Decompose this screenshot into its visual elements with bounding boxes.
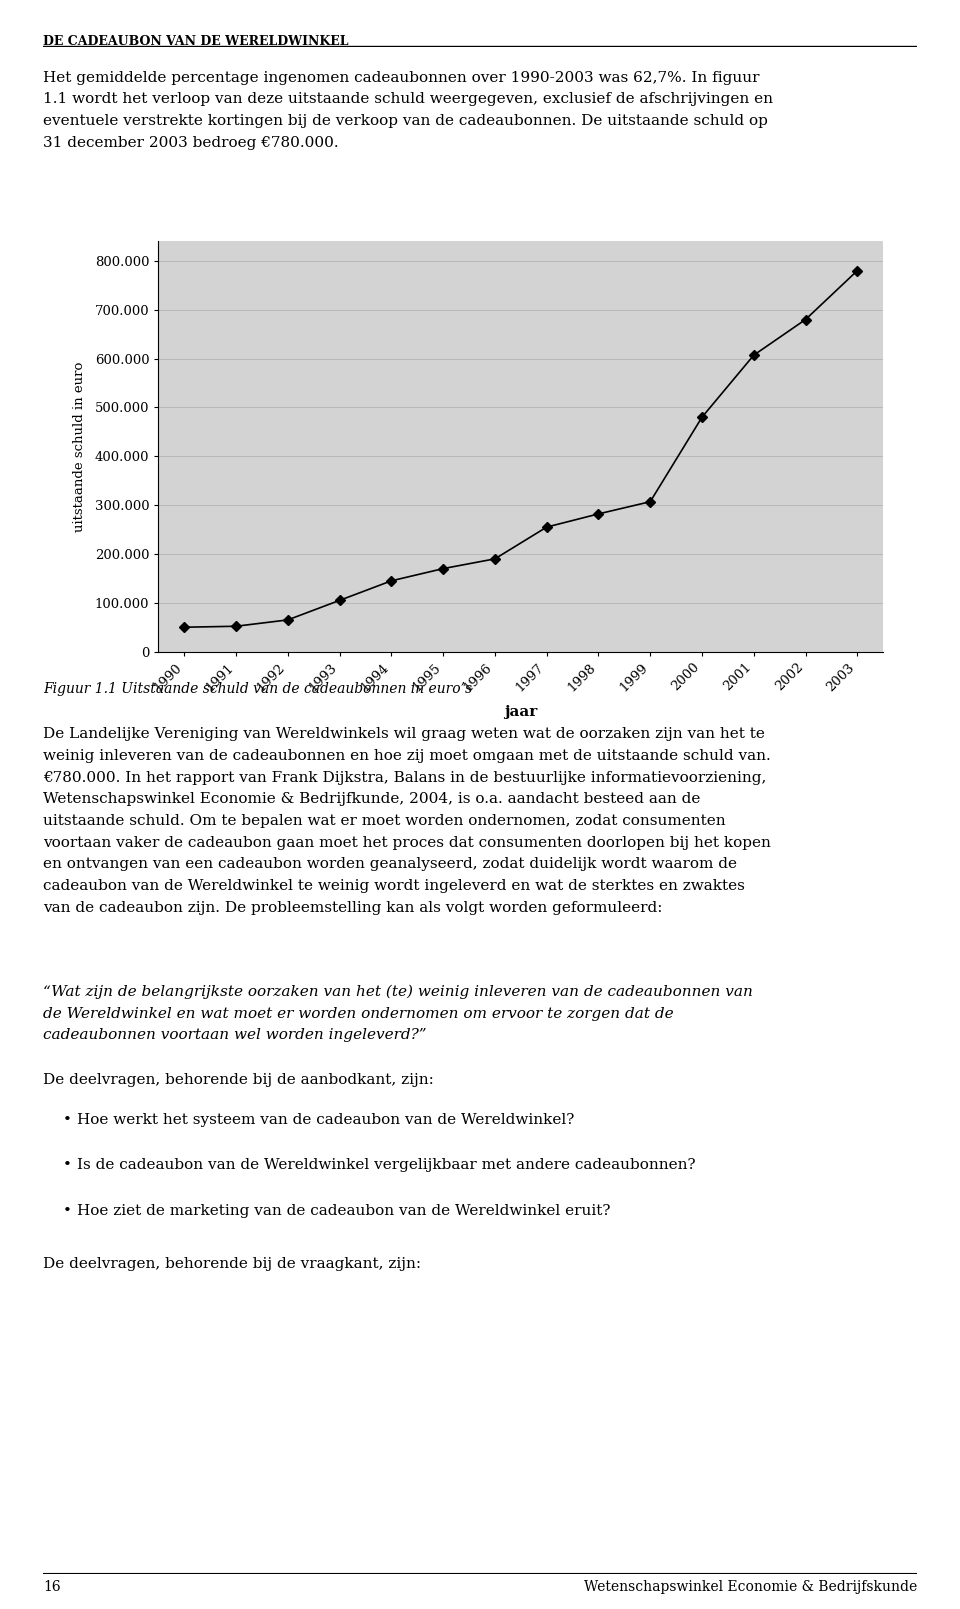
Text: •: • [62, 1158, 71, 1173]
Text: DE CADEAUBON VAN DE WERELDWINKEL: DE CADEAUBON VAN DE WERELDWINKEL [43, 35, 348, 48]
Text: “Wat zijn de belangrijkste oorzaken van het (te) weinig inleveren van de cadeaub: “Wat zijn de belangrijkste oorzaken van … [43, 985, 753, 1043]
Text: De deelvragen, behorende bij de vraagkant, zijn:: De deelvragen, behorende bij de vraagkan… [43, 1257, 421, 1271]
Text: De deelvragen, behorende bij de aanbodkant, zijn:: De deelvragen, behorende bij de aanbodka… [43, 1073, 434, 1088]
Text: Het gemiddelde percentage ingenomen cadeaubonnen over 1990-2003 was 62,7%. In fi: Het gemiddelde percentage ingenomen cade… [43, 71, 773, 150]
Text: 16: 16 [43, 1580, 60, 1595]
Text: Wetenschapswinkel Economie & Bedrijfskunde: Wetenschapswinkel Economie & Bedrijfskun… [584, 1580, 917, 1595]
Y-axis label: uitstaande schuld in euro: uitstaande schuld in euro [73, 362, 86, 531]
Text: Figuur 1.1 Uitstaande schuld van de cadeaubonnen in euro’s: Figuur 1.1 Uitstaande schuld van de cade… [43, 682, 472, 697]
X-axis label: jaar: jaar [504, 705, 538, 719]
Text: Hoe werkt het systeem van de cadeaubon van de Wereldwinkel?: Hoe werkt het systeem van de cadeaubon v… [77, 1113, 574, 1128]
Text: •: • [62, 1113, 71, 1128]
Text: De Landelijke Vereniging van Wereldwinkels wil graag weten wat de oorzaken zijn : De Landelijke Vereniging van Wereldwinke… [43, 727, 771, 916]
Text: Hoe ziet de marketing van de cadeaubon van de Wereldwinkel eruit?: Hoe ziet de marketing van de cadeaubon v… [77, 1204, 611, 1218]
Text: •: • [62, 1204, 71, 1218]
Text: Is de cadeaubon van de Wereldwinkel vergelijkbaar met andere cadeaubonnen?: Is de cadeaubon van de Wereldwinkel verg… [77, 1158, 695, 1173]
